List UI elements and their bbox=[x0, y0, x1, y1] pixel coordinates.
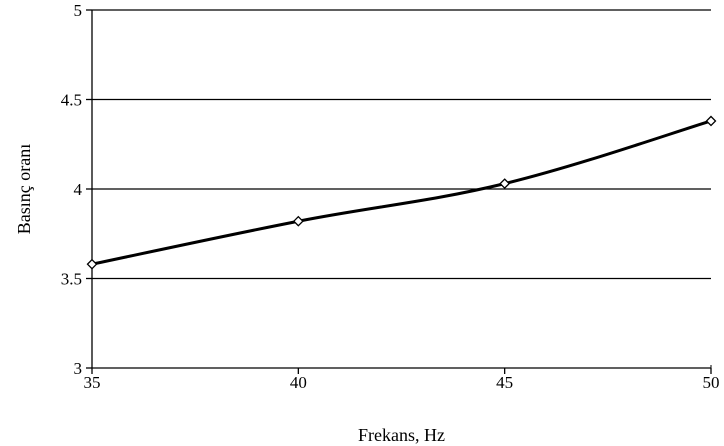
data-point-1 bbox=[292, 215, 304, 227]
axes bbox=[91, 10, 712, 371]
tick-labels: 3 3.5 4 4.5 5 35 40 45 50 bbox=[61, 1, 720, 392]
grid-lines bbox=[92, 9, 711, 280]
y-axis-title: Basınç oranı bbox=[14, 144, 34, 234]
x-tick-label-0: 35 bbox=[84, 373, 101, 392]
x-axis-title: Frekans, Hz bbox=[358, 425, 445, 445]
y-tick-label-1: 3.5 bbox=[61, 270, 82, 289]
tick-marks bbox=[86, 9, 712, 374]
data-point-2 bbox=[499, 178, 511, 190]
series-line-0 bbox=[90, 119, 713, 266]
x-tick-label-2: 45 bbox=[496, 373, 513, 392]
y-tick-label-4: 5 bbox=[74, 1, 83, 20]
y-tick-label-0: 3 bbox=[74, 359, 83, 378]
data-point-0 bbox=[86, 258, 98, 270]
x-tick-label-1: 40 bbox=[290, 373, 307, 392]
y-tick-label-3: 4.5 bbox=[61, 91, 82, 110]
x-tick-label-3: 50 bbox=[703, 373, 720, 392]
series-group bbox=[86, 115, 717, 270]
y-tick-label-2: 4 bbox=[74, 180, 83, 199]
data-point-3 bbox=[705, 115, 717, 127]
